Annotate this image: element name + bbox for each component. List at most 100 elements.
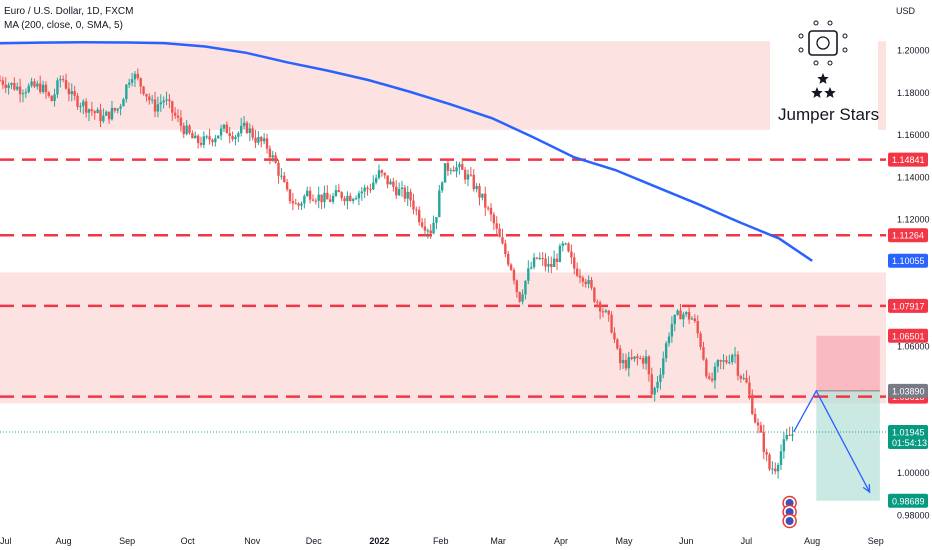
horizontal-levels[interactable]: [0, 158, 886, 433]
candle-body: [219, 128, 223, 136]
price-tag-label: 1.03890: [892, 386, 925, 396]
candle-body: [552, 258, 556, 268]
price-tag-entry[interactable]: [888, 383, 928, 398]
x-tick-label: Jul: [741, 536, 753, 546]
level-price-tag-0[interactable]: [888, 152, 928, 167]
candle-body: [285, 182, 289, 190]
chip-pin: [827, 20, 833, 26]
candle-body: [125, 84, 128, 100]
short-position-tool[interactable]: [816, 335, 880, 501]
candle-body: [587, 280, 590, 285]
candle-body: [507, 253, 510, 265]
candle-body: [463, 169, 467, 180]
candle-body: [420, 222, 424, 227]
candle-body: [0, 80, 2, 82]
candle-body: [521, 294, 524, 302]
candle-body: [415, 209, 418, 211]
candle-body: [145, 93, 148, 97]
candle-body: [403, 187, 407, 199]
candle-body: [392, 181, 395, 187]
candle-body: [59, 79, 62, 81]
candle-body: [239, 125, 243, 134]
price-tag-label: 1.10055: [892, 256, 925, 266]
level-price-label: 1.11264: [892, 231, 924, 241]
candle-body: [409, 191, 412, 201]
y-tick-label: 1.06000: [897, 341, 930, 351]
candle-body: [498, 228, 501, 238]
price-tag-label: 1.06501: [892, 331, 925, 341]
candle-body: [122, 99, 125, 107]
level-price-tag-2[interactable]: [888, 298, 928, 313]
price-tag-last[interactable]: [888, 425, 928, 450]
x-tick-label: Jun: [679, 536, 694, 546]
time-axis[interactable]: Jul Aug Sep Oct Nov Dec 2022 Feb Mar Apr May Jun Jul…: [0, 536, 884, 546]
candle-body: [274, 155, 277, 163]
candle-body: [489, 207, 493, 215]
candle-body: [225, 124, 229, 134]
candle-body: [67, 88, 71, 95]
candle-body: [728, 361, 731, 363]
y-tick-label: 1.00000: [897, 468, 930, 478]
projection-path[interactable]: [793, 389, 871, 494]
candle-body: [328, 199, 332, 202]
candle-body: [56, 80, 59, 95]
candle-body: [713, 366, 717, 381]
candle-body: [202, 136, 206, 145]
candle-body: [515, 280, 519, 293]
candle-body: [771, 468, 774, 470]
candle-body: [429, 230, 432, 234]
candle-body: [641, 358, 645, 364]
stop-loss-zone[interactable]: [816, 335, 880, 391]
candle-body: [598, 302, 602, 312]
candle-body: [440, 182, 444, 191]
take-profit-zone[interactable]: [816, 390, 880, 501]
candle-body: [27, 85, 30, 93]
candle-body: [670, 324, 674, 337]
candle-body: [495, 223, 498, 229]
candle-body: [710, 378, 714, 381]
candle-body: [733, 354, 737, 356]
price-tag-ma[interactable]: [888, 253, 928, 268]
projection-arrowhead: [862, 484, 871, 494]
price-tag-stop[interactable]: [888, 328, 928, 343]
candle-body: [90, 109, 94, 112]
candle-body: [349, 195, 352, 201]
candle-body: [791, 434, 794, 436]
events[interactable]: [782, 495, 797, 529]
level-price-tag-1[interactable]: [888, 228, 928, 243]
candle-body: [326, 192, 329, 200]
candle-body: [676, 310, 679, 315]
flag-center: [785, 499, 794, 507]
candle-body: [484, 193, 487, 208]
symbol-title[interactable]: Euro / U.S. Dollar, 1D, FXCM: [4, 6, 134, 17]
x-tick-label: Sep: [868, 536, 884, 546]
candle-body: [343, 198, 346, 202]
price-tag-target[interactable]: [888, 493, 928, 508]
candle-body: [730, 355, 734, 362]
indicator-label[interactable]: MA (200, close, 0, SMA, 5): [4, 20, 123, 31]
projection-line[interactable]: [793, 389, 871, 493]
candle-body: [753, 414, 757, 423]
candle-body: [354, 198, 358, 200]
candle-body: [248, 128, 252, 133]
y-tick-label: 1.16000: [897, 130, 930, 140]
candle-body: [61, 79, 65, 81]
candle-body: [438, 190, 441, 218]
us-flag-event-icon[interactable]: [782, 513, 797, 529]
candle-body: [171, 101, 174, 113]
candle-body: [406, 191, 409, 199]
y-tick-label: 1.18000: [897, 88, 930, 98]
candle-body: [320, 194, 323, 203]
candle-body: [196, 135, 200, 143]
candle-body: [119, 106, 122, 109]
price-axis[interactable]: 1.20000 1.18000 1.16000 1.14000 1.12000 1.060…: [888, 46, 930, 521]
candle-body: [627, 357, 631, 369]
candle-body: [699, 333, 702, 347]
candle-body: [509, 264, 513, 270]
level-price-label: 1.14841: [892, 155, 925, 165]
candle-body: [185, 125, 188, 135]
candle-body: [50, 95, 53, 101]
candle-body: [87, 109, 91, 113]
chip-pin: [827, 60, 833, 66]
